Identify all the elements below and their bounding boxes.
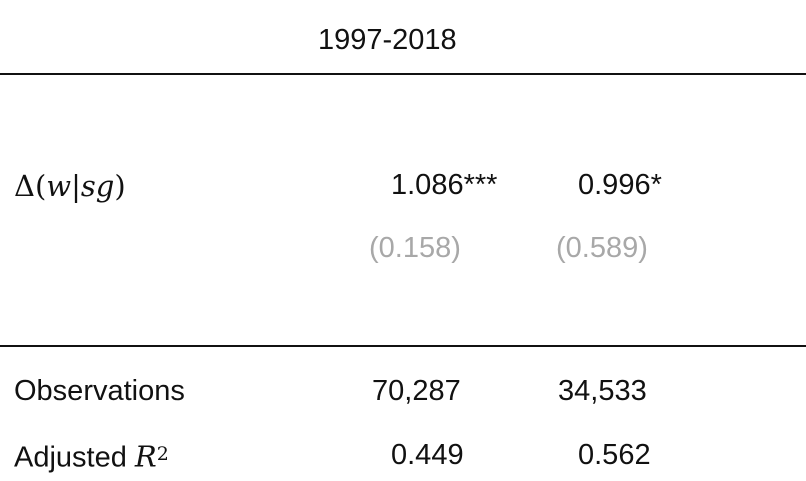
delta-label-sep: |	[71, 169, 81, 203]
period-header: 1997-2018	[318, 24, 457, 56]
adjusted-r2-col1: 0.449	[391, 439, 464, 471]
adjusted-r2-label: Adjusted R2	[14, 436, 169, 475]
delta-label-prefix: Δ(	[14, 169, 47, 203]
adjusted-r2-label-sup: 2	[156, 443, 169, 465]
delta-coef-col1: 1.086***	[391, 169, 498, 201]
delta-se-col2: (0.589)	[556, 232, 648, 264]
adjusted-r2-label-text: Adjusted	[14, 441, 135, 474]
delta-se-col1: (0.158)	[369, 232, 461, 264]
middle-rule	[0, 345, 806, 347]
observations-col2: 34,533	[558, 375, 647, 407]
top-rule	[0, 73, 806, 75]
observations-col1: 70,287	[372, 375, 461, 407]
adjusted-r2-label-var: R	[134, 439, 157, 474]
delta-label-suffix: )	[114, 169, 126, 203]
delta-label-var1: w	[46, 169, 72, 203]
observations-label: Observations	[14, 375, 185, 407]
adjusted-r2-col2: 0.562	[578, 439, 651, 471]
delta-row-label: Δ(w|sg)	[14, 168, 126, 204]
delta-label-var2: sg	[80, 169, 115, 203]
delta-coef-col2: 0.996*	[578, 169, 662, 201]
